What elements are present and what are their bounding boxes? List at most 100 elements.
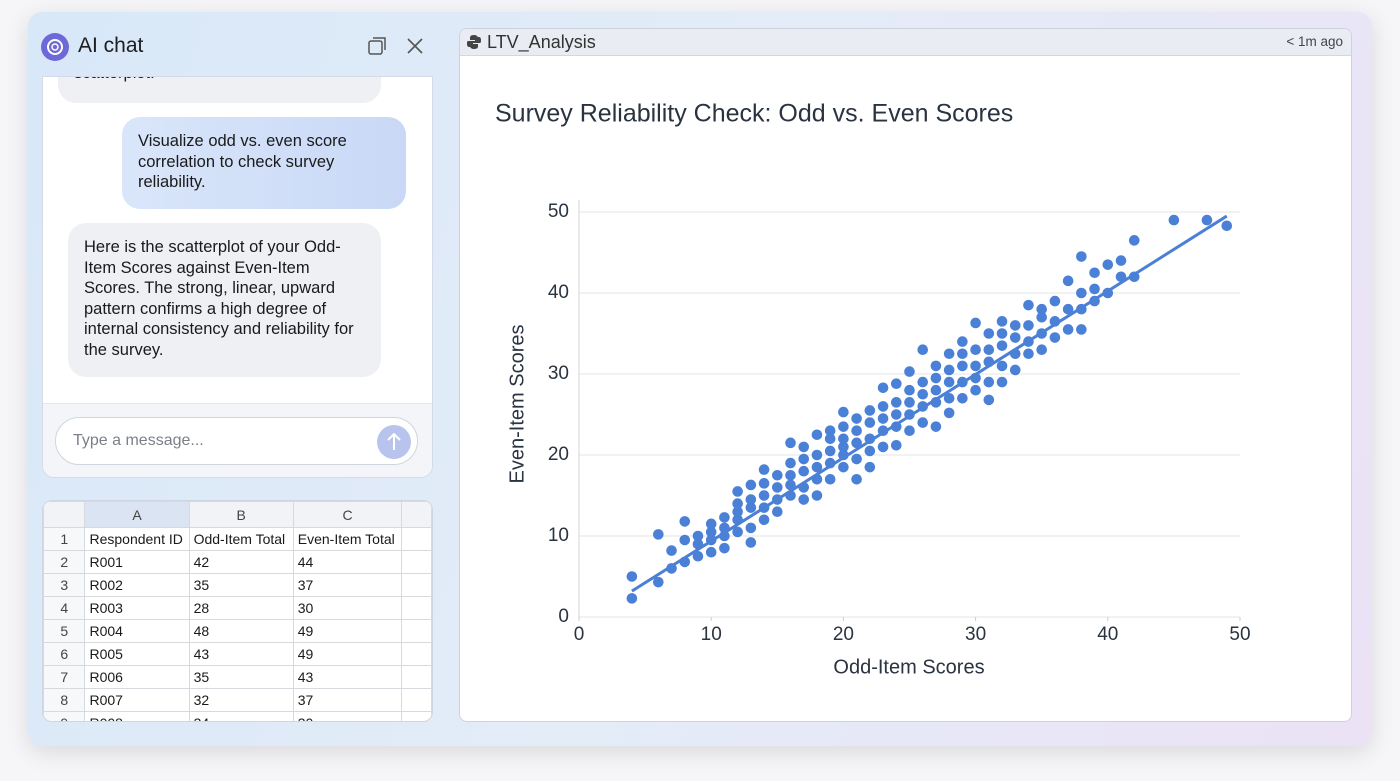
scatter-point — [864, 417, 876, 428]
scatter-point — [1076, 324, 1087, 335]
scatter-point — [732, 526, 743, 538]
scatter-point — [811, 461, 823, 473]
scatter-point — [732, 506, 743, 517]
scatter-point — [1089, 267, 1100, 279]
cell: R001 — [84, 550, 190, 574]
x-tick-label: 10 — [701, 624, 722, 645]
message-input[interactable]: Type a message... — [55, 417, 418, 465]
scatter-point — [917, 388, 929, 400]
scatter-point — [983, 344, 995, 356]
sheet-row: 8 R007 32 37 — [43, 688, 432, 712]
cell: R008 — [84, 711, 190, 721]
scatter-point — [1036, 312, 1047, 323]
cell: R002 — [84, 573, 190, 597]
scatter-point — [877, 441, 889, 453]
scatter-point — [798, 465, 810, 477]
column-header — [401, 501, 432, 528]
scatter-point — [970, 344, 981, 356]
cell: 32 — [188, 688, 294, 712]
scatter-point — [851, 425, 862, 437]
scatter-point — [653, 576, 664, 588]
scatter-point — [679, 534, 691, 546]
cell: 43 — [188, 642, 294, 666]
cell: R004 — [84, 619, 190, 643]
row-number: 9 — [43, 711, 86, 721]
cell: 44 — [292, 550, 403, 574]
scatter-point — [864, 405, 876, 416]
scatter-point — [1049, 295, 1061, 307]
y-tick-label: 50 — [548, 201, 569, 222]
cell — [401, 665, 432, 689]
cell — [401, 527, 432, 551]
scatter-point — [772, 469, 783, 481]
scatter-point — [1049, 332, 1061, 343]
scatter-point — [811, 490, 823, 501]
scatter-point — [957, 336, 968, 347]
scatter-point — [864, 461, 876, 473]
scatter-point — [772, 506, 783, 517]
scatter-point — [1076, 251, 1087, 262]
scatter-point — [1168, 214, 1180, 226]
scatter-point — [1089, 283, 1100, 295]
cell: 28 — [188, 596, 294, 620]
scatter-point — [719, 542, 730, 554]
scatter-point — [745, 522, 757, 534]
scatter-point — [996, 340, 1008, 351]
row-number: 1 — [43, 527, 86, 551]
scatter-point — [943, 407, 955, 419]
scatter-point — [811, 449, 823, 461]
scatter-point — [719, 512, 730, 523]
scatter-point — [745, 502, 757, 513]
assistant-message: scatterplot. — [58, 77, 381, 103]
y-axis-label: Even-Item Scores — [506, 325, 528, 484]
scatter-point — [957, 360, 968, 372]
scatter-point — [1036, 344, 1047, 356]
scatter-point — [930, 360, 942, 372]
user-message: Visualize odd vs. even score correlation… — [122, 117, 406, 209]
scatter-point — [824, 425, 836, 437]
cell: 49 — [292, 642, 403, 666]
cell: 35 — [188, 573, 294, 597]
x-axis-label: Odd-Item Scores — [833, 656, 984, 678]
row-number: 2 — [43, 550, 86, 574]
x-tick-label: 30 — [965, 624, 986, 645]
x-tick-label: 20 — [833, 624, 854, 645]
cell: Even-Item Total — [292, 527, 403, 551]
sheet-row: 6 R005 43 49 — [43, 642, 432, 666]
chat-controls — [368, 37, 423, 55]
column-header: C — [292, 501, 403, 528]
scatter-point — [1062, 275, 1074, 287]
scatter-point — [983, 394, 995, 406]
scatter-point — [758, 478, 770, 489]
scatter-point — [851, 437, 862, 449]
scatter-point — [1128, 235, 1140, 246]
popout-button[interactable] — [368, 37, 386, 55]
scatter-point — [705, 546, 717, 558]
scatter-point — [732, 498, 743, 509]
scatter-point — [851, 413, 862, 424]
scatter-point — [838, 461, 849, 473]
scatter-point — [692, 550, 704, 562]
close-button[interactable] — [407, 38, 423, 54]
scatter-point — [811, 429, 823, 441]
cell: 43 — [292, 665, 403, 689]
sheet-row: 1 Respondent ID Odd-Item Total Even-Item To… — [43, 527, 432, 551]
scatter-point — [851, 453, 862, 465]
scatter-point — [705, 518, 717, 530]
y-tick-label: 0 — [558, 606, 569, 627]
trend-line — [631, 214, 1228, 593]
cell: 37 — [292, 573, 403, 597]
scatter-point — [785, 479, 796, 491]
send-button[interactable] — [376, 424, 412, 460]
scatter-point — [692, 530, 704, 542]
scatter-point — [917, 344, 929, 356]
chart-title: Survey Reliability Check: Odd vs. Even S… — [495, 100, 1013, 128]
scatter-point — [864, 445, 876, 457]
scatter-point — [785, 437, 796, 449]
row-number: 8 — [43, 688, 86, 712]
scatter-point — [745, 479, 757, 491]
scatter-point — [970, 317, 981, 329]
chat-title: AI chat — [78, 34, 144, 57]
